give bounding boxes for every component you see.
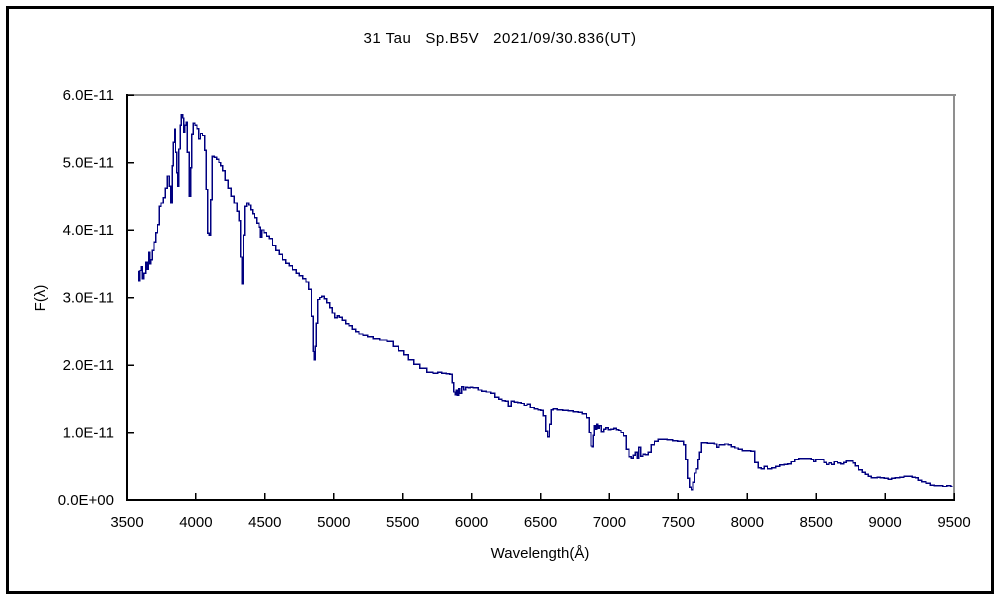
x-tick-label: 3500 (110, 514, 143, 531)
x-tick-label: 4000 (179, 514, 212, 531)
x-tick-label: 5500 (386, 514, 419, 531)
x-tick-label: 6500 (524, 514, 557, 531)
x-tick-label: 7500 (662, 514, 695, 531)
y-tick-label: 2.0E-11 (63, 357, 114, 374)
x-tick-label: 5000 (317, 514, 350, 531)
y-tick-label: 4.0E-11 (63, 222, 114, 239)
x-axis-title: Wavelength(Å) (491, 545, 590, 562)
y-tick-label: 5.0E-11 (63, 155, 114, 172)
x-tick-label: 9500 (937, 514, 970, 531)
y-tick-label: 1.0E-11 (63, 425, 114, 442)
x-axis-ticks (126, 493, 955, 500)
y-tick-label: 3.0E-11 (63, 290, 114, 307)
x-tick-label: 6000 (455, 514, 488, 531)
x-tick-label: 8000 (731, 514, 764, 531)
x-axis-tick-labels: 3500 4000 4500 5000 5500 6000 6500 7000 7500 8000… (110, 514, 970, 531)
y-axis-title: F(λ) (32, 285, 49, 312)
y-tick-label: 0.0E+00 (58, 492, 114, 509)
spectrum-line (138, 113, 953, 491)
x-tick-label: 7000 (593, 514, 626, 531)
x-tick-label: 8500 (800, 514, 833, 531)
x-tick-label: 9000 (868, 514, 901, 531)
y-axis-ticks (127, 94, 134, 501)
x-tick-label: 4500 (248, 514, 281, 531)
y-axis-tick-labels: 0.0E+00 1.0E-11 2.0E-11 3.0E-11 4.0E-11 5.0E-… (58, 87, 114, 509)
y-tick-label: 6.0E-11 (63, 87, 114, 104)
chart-title: 31 Tau Sp.B5V 2021/09/30.836(UT) (363, 30, 637, 47)
